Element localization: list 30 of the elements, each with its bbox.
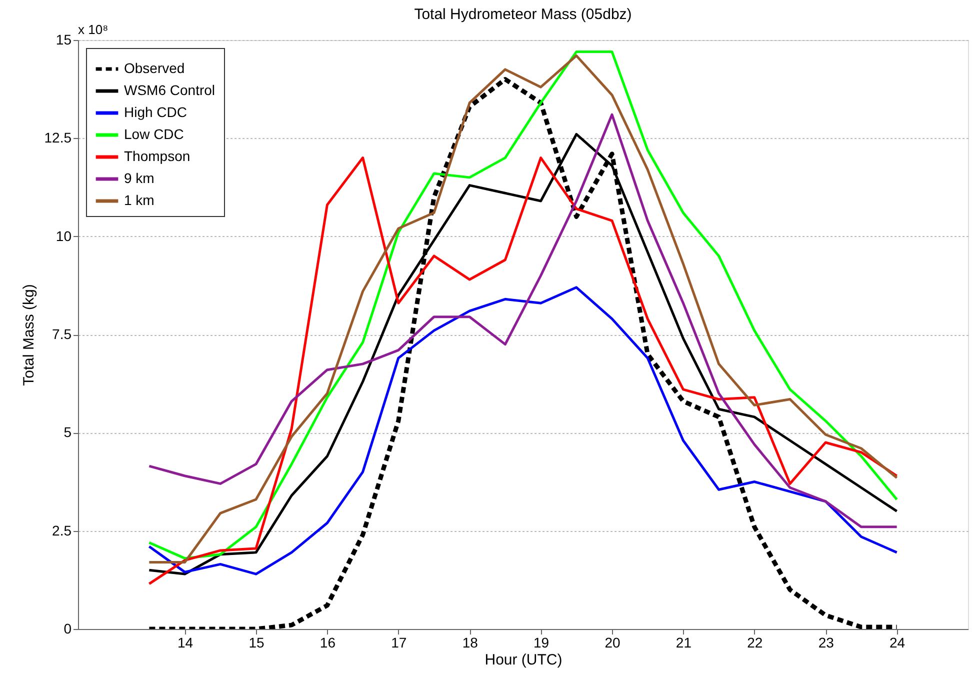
legend-label: WSM6 Control bbox=[124, 82, 216, 98]
text: x 10⁸ bbox=[78, 22, 108, 37]
x-tick-label: 14 bbox=[178, 634, 194, 650]
chart-title: Total Hydrometeor Mass (05dbz) bbox=[414, 6, 632, 23]
x-tick-label: 24 bbox=[890, 634, 906, 650]
y-tick-label: 12.5 bbox=[44, 130, 72, 146]
legend-label: 1 km bbox=[124, 192, 154, 208]
x-axis-title: Hour (UTC) bbox=[484, 652, 562, 668]
legend-label: Low CDC bbox=[124, 126, 184, 142]
y-tick-label: 0 bbox=[64, 620, 72, 636]
y-tick-label: 7.5 bbox=[52, 326, 72, 342]
y-tick-label: 2.5 bbox=[52, 522, 72, 538]
x-tick-label: 21 bbox=[676, 634, 692, 650]
x-tick-label: 17 bbox=[391, 634, 407, 650]
y-tick-label: 10 bbox=[56, 228, 72, 244]
x-tick-label: 22 bbox=[747, 634, 763, 650]
legend-label: Observed bbox=[124, 60, 185, 76]
x-tick-label: 20 bbox=[604, 634, 620, 650]
legend-label: 9 km bbox=[124, 170, 154, 186]
x-tick-label: 18 bbox=[462, 634, 478, 650]
y-tick-label: 15 bbox=[56, 32, 72, 48]
legend-label: High CDC bbox=[124, 104, 188, 120]
x-tick-label: 15 bbox=[248, 634, 264, 650]
x-tick-label: 23 bbox=[818, 634, 834, 650]
y-axis-title: Total Mass (kg) bbox=[20, 284, 38, 386]
legend-label: Thompson bbox=[124, 148, 190, 164]
x-tick-label: 16 bbox=[320, 634, 336, 650]
line-series bbox=[148, 286, 898, 576]
y-tick-label: 5 bbox=[64, 424, 72, 440]
x-tick-label: 19 bbox=[534, 634, 550, 650]
